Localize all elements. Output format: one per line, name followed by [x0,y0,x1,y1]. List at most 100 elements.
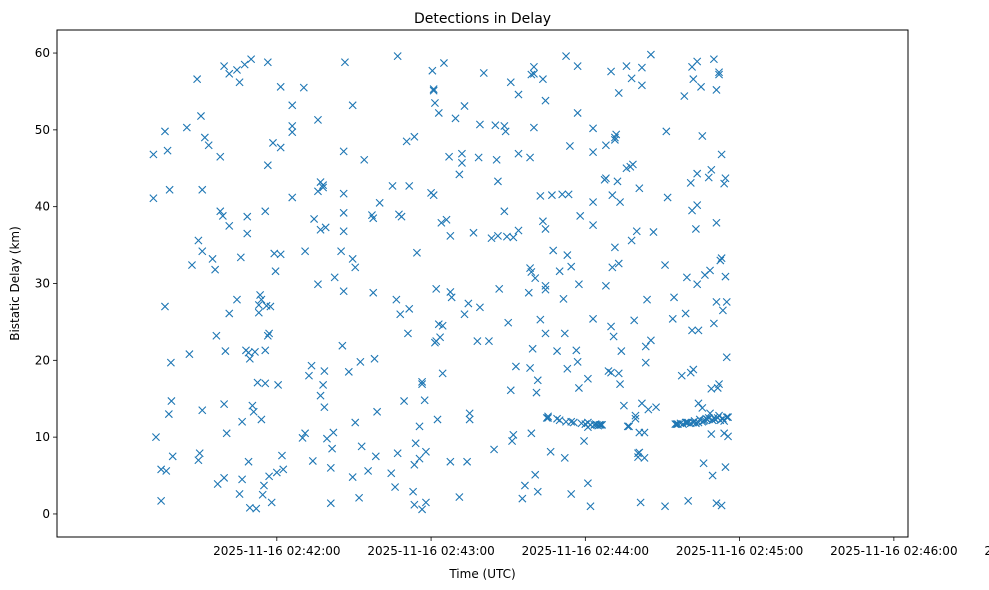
data-point [608,191,617,200]
data-point [429,85,438,94]
y-tick-label: 60 [35,46,50,60]
data-point [614,89,623,97]
data-point [259,481,268,490]
data-point [527,267,536,276]
data-point [649,228,658,237]
data-point [438,321,447,330]
data-point [475,120,484,129]
data-point [253,378,262,387]
data-point [438,369,447,378]
data-point [707,384,716,393]
data-point [393,449,402,458]
data-point [288,101,297,110]
data-point [319,181,328,190]
data-point [208,254,217,263]
data-point [562,52,571,61]
data-point [238,475,247,484]
data-point [612,130,621,139]
data-point [369,288,378,297]
data-point [689,75,698,84]
data-point [446,457,455,466]
data-point [437,218,446,227]
data-point [267,498,276,507]
data-point [235,78,244,87]
data-point [369,214,378,223]
data-point [693,57,702,66]
data-point [583,479,592,488]
data-point [340,58,349,67]
data-point [221,347,230,356]
data-point [279,465,288,474]
x-tick-label: 2025-11-16 02:42:00 [213,544,340,558]
data-point [402,137,411,146]
data-point [641,358,650,367]
data-point [601,141,610,150]
data-point [567,262,576,271]
data-point [428,66,437,75]
data-point [187,261,196,270]
data-point [409,487,418,496]
data-point [524,288,533,297]
data-point [688,326,697,335]
data-point [555,267,564,276]
data-point [445,152,454,161]
data-point [604,367,613,376]
data-point [630,316,639,325]
data-point [351,418,360,427]
data-point [410,460,419,469]
data-point [313,280,322,289]
data-point [607,322,616,331]
data-point [709,55,718,64]
data-point [538,217,547,226]
data-point [663,193,672,202]
data-point [536,191,545,200]
data-point [421,498,430,507]
data-point [250,347,259,356]
data-point [567,489,576,498]
data-point [684,496,693,505]
data-point [168,452,177,461]
data-point [415,454,424,463]
data-point [337,247,346,256]
data-points [149,50,733,514]
data-point [661,261,670,270]
chart-title: Detections in Delay [414,11,551,27]
data-point [328,444,337,453]
x-axis: 2025-11-16 02:42:00 2025-11-16 02:43:00 20… [213,537,989,558]
data-point [194,456,203,465]
data-point [529,69,538,78]
data-point [248,401,257,410]
data-point [151,433,160,442]
data-point [220,400,229,409]
data-point [266,302,275,311]
data-point [610,243,619,252]
data-point [339,287,348,296]
data-point [567,417,576,426]
data-point [196,112,205,121]
data-point [596,420,605,429]
data-point [632,227,641,236]
data-point [213,480,222,488]
data-point [541,224,550,233]
data-point [680,92,689,101]
data-point [708,416,717,425]
x-tick-label: 2025-11-16 02:47:00 [984,544,989,558]
data-point [157,496,166,505]
data-point [601,281,610,290]
data-point [712,218,721,227]
data-point [198,247,207,256]
data-point [430,98,439,107]
data-point [544,412,553,421]
data-point [586,502,595,511]
data-point [541,96,550,105]
data-point [451,114,460,123]
data-point [698,132,707,140]
data-point [429,191,438,200]
data-point [220,62,229,71]
data-point [244,348,253,357]
data-point [484,337,493,346]
data-point [313,115,322,124]
data-point [257,415,266,424]
data-point [149,150,158,159]
data-point [212,331,221,340]
